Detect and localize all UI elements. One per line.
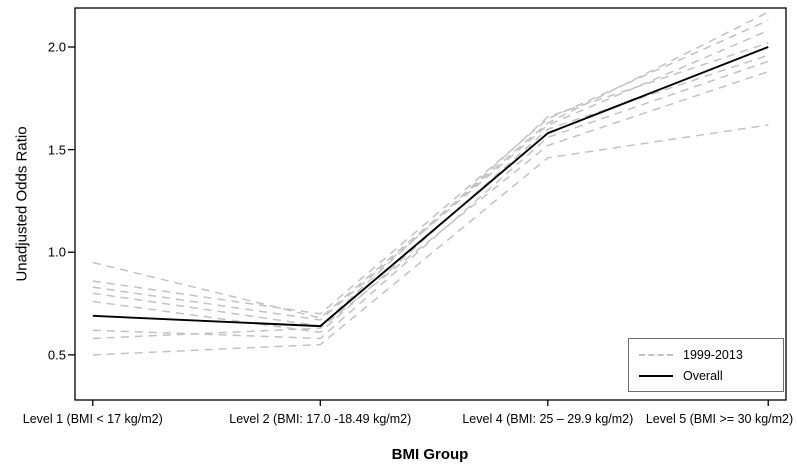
y-tick-label: 1.0 — [47, 244, 66, 260]
solid-line-sample-icon — [639, 374, 673, 377]
legend-label-overall: Overall — [683, 368, 723, 383]
x-category-label: Level 2 (BMI: 17.0 -18.49 kg/m2) — [229, 412, 412, 426]
y-axis-title: Unadjusted Odds Ratio — [13, 126, 31, 282]
legend-entry-overall: Overall — [639, 369, 783, 383]
x-category-label: Level 4 (BMI: 25 – 29.9 kg/m2) — [462, 412, 634, 426]
legend: 1999-2013 Overall — [628, 338, 784, 392]
y-tick-label: 2.0 — [47, 39, 66, 55]
legend-entry-years: 1999-2013 — [639, 348, 783, 362]
y-tick-label: 1.5 — [47, 142, 66, 158]
x-category-label: Level 5 (BMI >= 30 kg/m2) — [645, 412, 794, 426]
x-category-label: Level 1 (BMI < 17 kg/m2) — [22, 412, 163, 426]
dashed-line-sample-icon — [639, 353, 673, 356]
y-tick-label: 0.5 — [47, 347, 66, 363]
x-axis-title: BMI Group — [391, 446, 469, 463]
legend-label-years: 1999-2013 — [683, 347, 743, 362]
